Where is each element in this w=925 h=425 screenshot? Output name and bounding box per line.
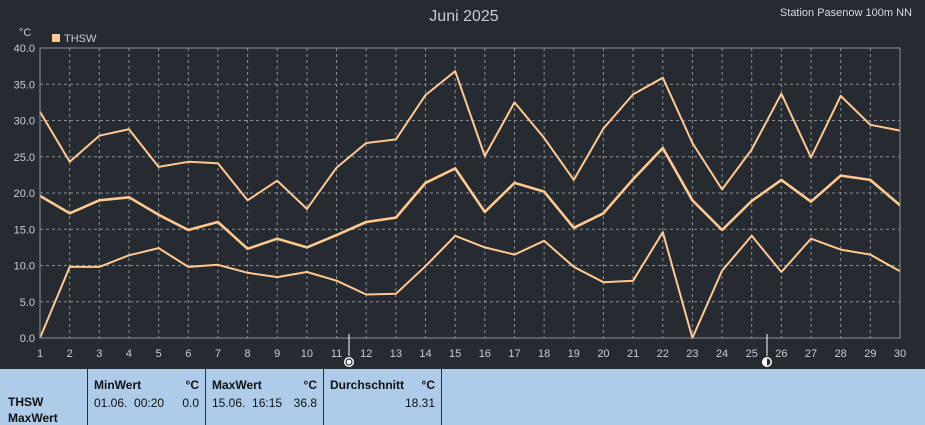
x-tick-label: 14 [419,348,431,360]
stats-label-box: THSW MaxWert [0,369,88,425]
x-tick-label: 22 [657,348,669,360]
chart-title: Juni 2025 [429,8,498,25]
max-unit: °C [303,378,317,392]
max-value: 36.8 [293,396,317,410]
x-tick-label: 20 [597,348,609,360]
avg-value: 18.31 [404,396,435,410]
series-line-min [39,231,901,339]
min-header: MinWert [94,378,142,392]
avg-unit: °C [421,378,435,392]
x-tick-label: 18 [538,348,550,360]
stats-panel: THSW MaxWert MinWert °C 01.06. 00:20 0.0… [0,369,925,425]
x-tick-label: 5 [156,348,162,360]
x-tick-label: 6 [185,348,191,360]
y-axis-unit: °C [19,27,31,39]
series-line-avg [39,146,901,251]
stats-series-label: THSW [8,395,44,409]
x-axis: 1 2 3 4 5 6 7 8 9 10 11 12 13 14 15 16 17 18 19 20 21 22 23 24 2… [37,348,906,360]
x-tick-label: 1 [37,348,43,360]
x-tick-label: 30 [894,348,906,360]
y-tick-label: 35.0 [14,79,35,91]
legend-label: THSW [64,33,97,45]
x-tick-label: 11 [331,348,342,360]
x-tick-label: 16 [479,348,491,360]
marker-icon-1[interactable] [344,334,354,367]
x-tick-label: 7 [215,348,221,360]
x-tick-label: 13 [390,348,402,360]
stats-mode-label: MaxWert [8,411,58,425]
x-tick-label: 19 [568,348,580,360]
x-tick-label: 4 [126,348,132,360]
x-tick-label: 10 [301,348,313,360]
x-tick-label: 3 [96,348,102,360]
y-axis: 0.0 5.0 10.0 15.0 20.0 25.0 30.0 35.0 40.0 [14,43,35,345]
x-tick-label: 9 [274,348,280,360]
x-tick-label: 23 [686,348,698,360]
min-date: 01.06. 00:20 [94,396,165,410]
y-tick-label: 0.0 [20,333,35,345]
x-tick-label: 25 [746,348,758,360]
x-tick-label: 17 [508,348,520,360]
x-tick-label: 29 [864,348,876,360]
stats-min-box: MinWert °C 01.06. 00:20 0.0 [88,369,206,425]
stats-avg-box: Durchschnitt °C 18.31 [324,369,442,425]
legend-swatch [52,34,60,42]
plot-border [39,47,901,339]
x-tick-label: 24 [716,348,728,360]
max-header: MaxWert [212,378,262,392]
y-tick-label: 20.0 [14,188,35,200]
stats-max-box: MaxWert °C 15.06. 16:15 36.8 [206,369,324,425]
x-tick-label: 27 [805,348,817,360]
y-tick-label: 25.0 [14,152,35,164]
min-unit: °C [185,378,199,392]
y-tick-label: 5.0 [20,297,35,309]
y-tick-label: 30.0 [14,116,35,128]
y-tick-label: 15.0 [14,224,35,236]
x-tick-label: 26 [775,348,787,360]
station-label: Station Pasenow 100m NN [780,7,912,19]
x-tick-label: 2 [67,348,73,360]
x-tick-label: 28 [835,348,847,360]
y-tick-label: 40.0 [14,43,35,55]
max-date: 15.06. 16:15 [212,396,283,410]
series-layer [39,70,901,339]
x-tick-label: 8 [245,348,251,360]
y-tick-label: 10.0 [14,261,35,273]
series-line-max [39,70,901,210]
avg-header: Durchschnitt [330,378,405,392]
x-tick-label: 15 [449,348,461,360]
marker-icon-2[interactable] [762,334,772,367]
x-tick-label: 21 [627,348,639,360]
x-tick-label: 12 [360,348,372,360]
min-value: 0.0 [182,396,199,410]
